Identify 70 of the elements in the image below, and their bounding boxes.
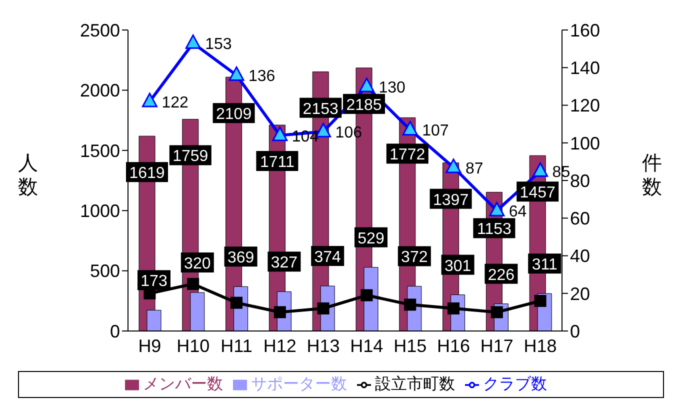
y2-tick-label: 160: [570, 20, 600, 40]
y-tick-label: 2000: [80, 80, 120, 101]
data-label: 122: [162, 94, 188, 112]
data-label: 107: [422, 122, 449, 140]
point: [446, 158, 462, 174]
y2-tick-label: 20: [570, 284, 590, 304]
data-label: 130: [378, 79, 406, 96]
data-label: 2109: [216, 106, 252, 124]
data-label: 529: [358, 230, 384, 248]
legend-label: メンバー数: [143, 376, 223, 393]
point: [532, 162, 548, 177]
point: [489, 202, 505, 216]
data-label: 372: [401, 249, 428, 266]
point: [358, 78, 374, 92]
data-label: 64: [508, 204, 527, 221]
legend-label: 設立市町数: [375, 376, 455, 393]
y2-tick-label: 100: [570, 133, 600, 154]
data-label: 1711: [260, 154, 295, 171]
x-tick-label: H10: [176, 336, 210, 356]
point: [272, 126, 288, 142]
x-tick-label: H11: [220, 336, 252, 356]
point: [142, 92, 158, 108]
y-tick-label: 1000: [80, 200, 120, 221]
point: [534, 294, 546, 307]
point: [185, 34, 201, 49]
data-label: 301: [444, 258, 472, 275]
x-tick-label: H13: [306, 336, 340, 356]
legend-label: クラブ数: [483, 376, 547, 393]
point: [360, 289, 373, 302]
point: [187, 278, 200, 290]
y2-tick-label: 120: [570, 96, 600, 116]
y-axis-title: 人数: [18, 152, 38, 198]
data-label: 1457: [520, 184, 556, 202]
data-label: 1759: [172, 148, 208, 166]
y2-tick-label: 140: [570, 58, 600, 78]
y-tick-label: 1500: [80, 140, 120, 161]
x-tick-label: H17: [480, 336, 514, 356]
y2-tick-label: 0: [570, 321, 580, 342]
x-tick-label: H18: [524, 336, 557, 356]
data-label: 374: [314, 248, 342, 266]
x-tick-label: H14: [350, 336, 384, 356]
y2-axis-title: 件数: [642, 152, 662, 198]
data-label: 327: [270, 254, 298, 272]
y-tick-label: 500: [90, 261, 120, 282]
data-label: 2185: [346, 96, 382, 114]
legend-label: サポーター数: [251, 376, 347, 393]
data-label: 369: [227, 250, 254, 267]
data-label: 311: [532, 256, 558, 274]
point: [228, 66, 244, 81]
x-tick-label: H12: [263, 336, 296, 356]
data-label: 1397: [433, 192, 469, 209]
data-label: 87: [466, 160, 484, 178]
y2-tick-label: 60: [570, 208, 590, 229]
data-label: 226: [488, 266, 515, 284]
y2-tick-label: 40: [570, 246, 590, 266]
data-label: 320: [184, 255, 211, 272]
x-tick-label: H15: [394, 336, 427, 356]
x-tick-label: H9: [138, 336, 162, 356]
y-tick-label: 0: [110, 321, 120, 342]
point: [402, 120, 418, 136]
data-label: 1153: [476, 221, 512, 238]
y-tick-label: 2500: [80, 20, 120, 40]
data-label: 173: [140, 273, 168, 290]
data-label: 153: [205, 36, 232, 54]
data-label: 136: [248, 68, 276, 86]
data-label: 2153: [302, 100, 338, 118]
y2-tick-label: 80: [570, 170, 590, 191]
x-tick-label: H16: [436, 336, 470, 356]
data-label: 1772: [390, 146, 426, 164]
data-label: 1619: [129, 165, 165, 182]
